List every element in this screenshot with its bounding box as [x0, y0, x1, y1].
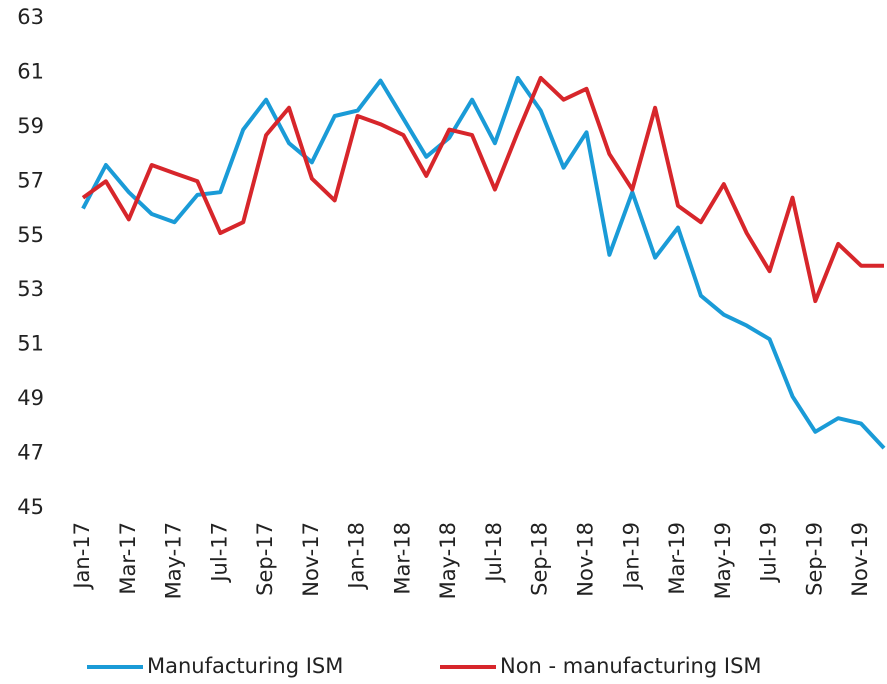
x-tick-label: Jul-19 [757, 522, 781, 584]
y-tick-label: 59 [17, 114, 44, 138]
x-tick-label: May-19 [711, 522, 735, 599]
x-tick-label: Nov-19 [848, 522, 872, 597]
x-tick-label: Mar-19 [665, 522, 689, 595]
x-tick-label: Mar-17 [116, 522, 140, 595]
y-tick-label: 57 [17, 168, 44, 192]
x-tick-label: Sep-17 [253, 522, 277, 596]
x-tick-label: Sep-18 [528, 522, 552, 596]
legend-label: Manufacturing ISM [147, 654, 343, 678]
y-tick-label: 49 [17, 386, 44, 410]
x-tick-label: Nov-18 [573, 522, 597, 597]
x-tick-label: Nov-17 [299, 522, 323, 597]
x-tick-label: May-17 [162, 522, 186, 599]
x-tick-label: Jul-18 [482, 522, 506, 584]
x-tick-label: Jul-17 [207, 522, 231, 584]
y-tick-label: 55 [17, 223, 44, 247]
y-tick-label: 47 [17, 441, 44, 465]
y-tick-label: 61 [17, 59, 44, 83]
x-tick-label: Jan-18 [345, 522, 369, 591]
x-tick-label: May-18 [436, 522, 460, 599]
series-line [81, 75, 886, 450]
x-tick-label: Jan-17 [70, 522, 94, 591]
y-tick-label: 45 [17, 495, 44, 519]
y-tick-label: 51 [17, 332, 44, 356]
x-tick-label: Jan-19 [619, 522, 643, 591]
y-tick-label: 53 [17, 277, 44, 301]
x-tick-label: Sep-19 [802, 522, 826, 596]
legend-label: Non - manufacturing ISM [500, 654, 762, 678]
x-tick-label: Mar-18 [390, 522, 414, 595]
series-line [81, 75, 884, 304]
y-tick-label: 63 [17, 5, 44, 29]
